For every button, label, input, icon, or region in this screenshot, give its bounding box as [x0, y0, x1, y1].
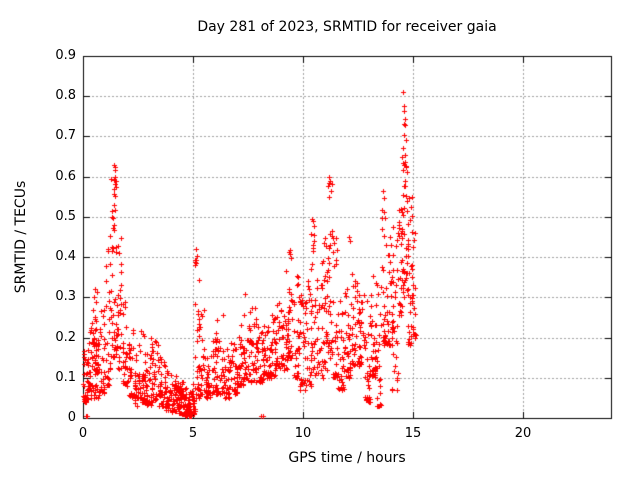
- y-tick-label: 0.8: [55, 88, 76, 103]
- y-tick-label: 0.5: [55, 209, 76, 224]
- y-tick-label: 0: [67, 410, 76, 425]
- x-axis-label: GPS time / hours: [288, 450, 406, 466]
- x-tick-label: 0: [78, 426, 88, 441]
- y-tick-label: 0.1: [55, 370, 76, 385]
- y-tick-label: 0.4: [55, 249, 76, 264]
- x-tick-label: 20: [514, 426, 532, 441]
- y-tick-label: 0.2: [55, 330, 76, 345]
- y-tick-label: 0.7: [55, 128, 76, 143]
- x-tick-label: 15: [404, 426, 422, 441]
- y-axis-label: SRMTID / TECUs: [13, 180, 29, 294]
- y-tick-label: 0.6: [55, 169, 76, 184]
- chart-title: Day 281 of 2023, SRMTID for receiver gai…: [197, 19, 497, 35]
- x-tick-label: 10: [294, 426, 312, 441]
- y-tick-label: 0.3: [55, 289, 76, 304]
- y-tick-label: 0.9: [55, 48, 76, 63]
- x-tick-label: 5: [188, 426, 198, 441]
